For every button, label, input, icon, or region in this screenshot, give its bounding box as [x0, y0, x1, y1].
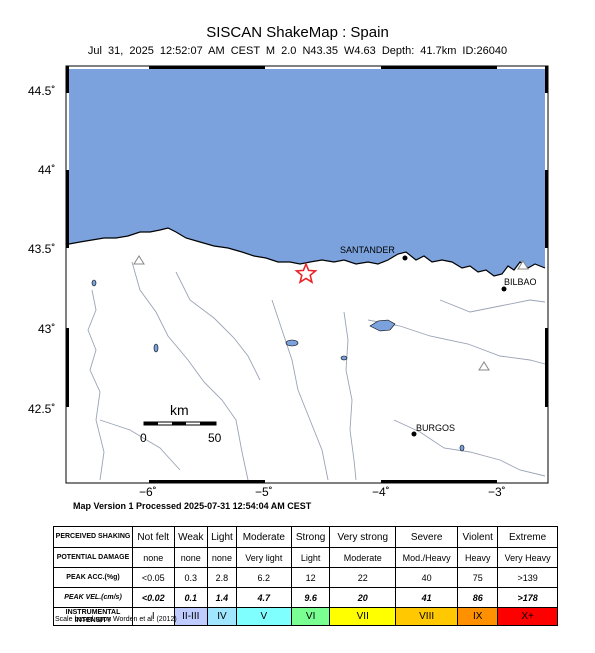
lakes [91, 279, 465, 452]
city-dot-icon [501, 286, 507, 292]
axis-labels: 44.5˚ 44˚ 43.5˚ 43˚ 42.5˚ −6˚ −5˚ −4˚ −3… [28, 84, 506, 499]
legend-cell: Extreme [497, 526, 558, 548]
legend-cell: Light [290, 547, 331, 568]
legend-cell: 12 [290, 567, 331, 588]
city-label-burgos: BURGOS [416, 423, 455, 433]
lat-tick-label: 43˚ [38, 322, 55, 336]
reservoir [153, 343, 159, 353]
rivers [87, 261, 546, 481]
legend-cell: Light [207, 526, 237, 548]
legend-cell: Severe [395, 526, 459, 548]
intensity-cell: V [235, 607, 292, 626]
legend-cell: <0.05 [132, 567, 175, 588]
intensity-cell: VII [329, 607, 397, 626]
intensity-cell: VI [290, 607, 331, 626]
map-version: Map Version 1 Processed 2025‑07‑31 12:54… [73, 501, 312, 511]
legend-cell: Heavy [457, 547, 499, 568]
legend-cell: 9.6 [290, 587, 331, 608]
scale-bar: km 0 50 [140, 402, 222, 445]
legend-row-shaking: PERCEIVED SHAKING Not felt Weak Light Mo… [53, 526, 558, 548]
legend-cell: Not felt [132, 526, 175, 548]
legend-cell: 22 [329, 567, 397, 588]
city-dot-icon [402, 255, 408, 261]
cities: SANTANDER BILBAO BURGOS [340, 245, 537, 437]
legend-cell: 1.4 [207, 587, 237, 608]
reservoir [340, 355, 348, 361]
scale-unit: km [170, 402, 189, 418]
lon-tick-label: −5˚ [255, 485, 273, 499]
row-label: POTENTIAL DAMAGE [53, 547, 133, 568]
city-label-bilbao: BILBAO [504, 277, 537, 287]
stations [133, 255, 529, 371]
row-label: INSTRUMENTAL INTENSITY [53, 607, 133, 626]
legend-cell: 6.2 [235, 567, 292, 588]
lon-tick-label: −6˚ [139, 485, 157, 499]
legend-cell: 20 [329, 587, 397, 608]
row-label: PEAK ACC.(%g) [53, 567, 133, 588]
scale-reference: Scale based upon Worden et al. (2012) [55, 616, 177, 623]
legend-cell: Very strong [329, 526, 397, 548]
legend-cell: Moderate [235, 526, 292, 548]
intensity-cell: IV [207, 607, 237, 626]
legend-cell: Very light [235, 547, 292, 568]
lat-tick-label: 43.5˚ [28, 242, 55, 256]
legend-row-acc: PEAK ACC.(%g) <0.05 0.3 2.8 6.2 12 22 40… [53, 567, 558, 588]
legend-cell: none [173, 547, 209, 568]
reservoir [91, 279, 97, 287]
legend-cell: 4.7 [235, 587, 292, 608]
legend-cell: Very Heavy [497, 547, 558, 568]
city-label-santander: SANTANDER [340, 245, 395, 255]
map-title: SISCAN ShakeMap : Spain [206, 24, 389, 41]
reservoir [369, 319, 396, 332]
legend-cell: 0.3 [173, 567, 209, 588]
sea-area [69, 69, 545, 276]
lat-tick-label: 44.5˚ [28, 84, 55, 98]
legend-cell: >139 [497, 567, 558, 588]
event-info: Jul 31, 2025 12:52:07 AM CEST M 2.0 N43.… [87, 45, 508, 57]
lat-tick-label: 42.5˚ [28, 402, 55, 416]
lon-tick-label: −3˚ [488, 485, 506, 499]
legend-cell: Violent [457, 526, 499, 548]
legend-cell: Weak [173, 526, 209, 548]
legend-cell: 40 [395, 567, 459, 588]
intensity-cell: II‑III [173, 607, 209, 626]
shakemap: SANTANDER BILBAO BURGOS 44.5˚ 44˚ 43.5˚ … [28, 65, 549, 499]
legend-cell: 75 [457, 567, 499, 588]
legend-cell: 0.1 [173, 587, 209, 608]
intensity-legend: PERCEIVED SHAKING Not felt Weak Light Mo… [53, 526, 558, 626]
coastline [68, 227, 546, 277]
map-frame [65, 65, 549, 484]
station-triangle-icon [478, 361, 490, 371]
station-triangle-icon [517, 260, 529, 270]
legend-row-intensity: INSTRUMENTAL INTENSITY I II‑III IV V VI … [53, 607, 558, 626]
scale-label: 50 [208, 431, 222, 445]
reservoir [459, 444, 465, 452]
map-area [68, 69, 546, 480]
scale-label: 0 [140, 431, 147, 445]
intensity-cell: VIII [395, 607, 459, 626]
legend-cell: 41 [395, 587, 459, 608]
intensity-cell: X+ [497, 607, 558, 626]
legend-cell: Mod./Heavy [395, 547, 459, 568]
legend-cell: 2.8 [207, 567, 237, 588]
legend-cell: >178 [497, 587, 558, 608]
legend-cell: Moderate [329, 547, 397, 568]
legend-cell: none [207, 547, 237, 568]
intensity-cell: I [132, 607, 175, 626]
legend-cell: Strong [290, 526, 331, 548]
intensity-cell: IX [457, 607, 499, 626]
legend-row-damage: POTENTIAL DAMAGE none none none Very lig… [53, 547, 558, 568]
lon-tick-label: −4˚ [372, 485, 390, 499]
lat-tick-label: 44˚ [38, 163, 55, 177]
legend-cell: 86 [457, 587, 499, 608]
legend-row-vel: PEAK VEL.(cm/s) <0.02 0.1 1.4 4.7 9.6 20… [53, 587, 558, 608]
reservoir [285, 339, 299, 347]
city-dot-icon [411, 431, 417, 437]
row-label: PERCEIVED SHAKING [53, 526, 133, 548]
legend-cell: <0.02 [132, 587, 175, 608]
legend-cell: none [132, 547, 175, 568]
epicenter-star-icon [294, 261, 318, 284]
row-label: PEAK VEL.(cm/s) [53, 587, 133, 608]
station-triangle-icon [133, 255, 145, 265]
